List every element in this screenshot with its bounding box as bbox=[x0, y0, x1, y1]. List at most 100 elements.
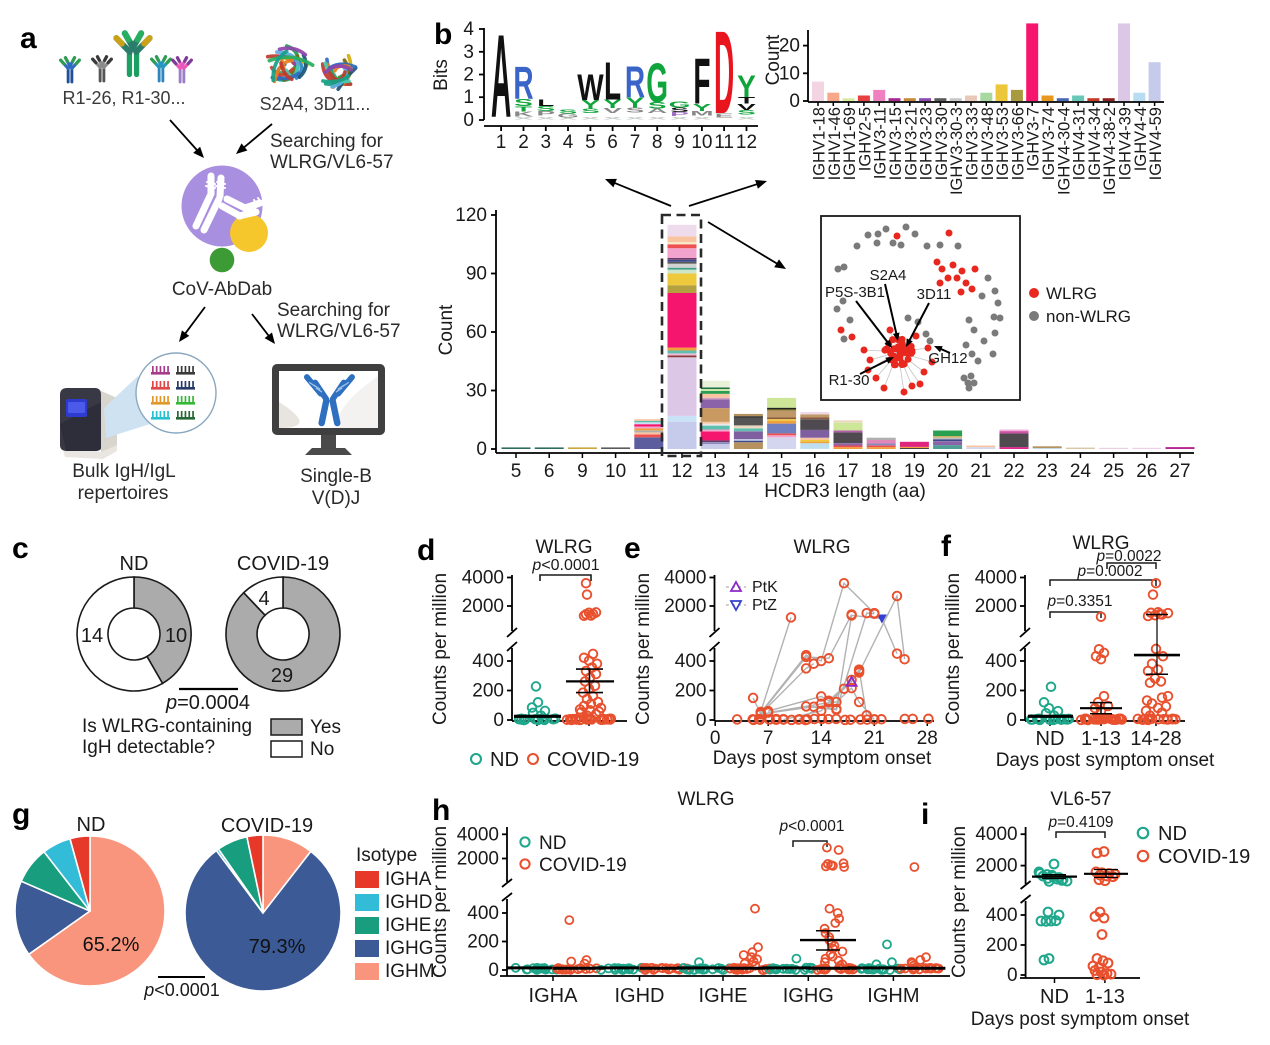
svg-text:IGHV3-23: IGHV3-23 bbox=[918, 107, 936, 180]
svg-text:2000: 2000 bbox=[462, 596, 504, 617]
svg-text:400: 400 bbox=[472, 651, 504, 672]
svg-text:COVID-19: COVID-19 bbox=[1158, 846, 1250, 868]
svg-text:X: X bbox=[536, 116, 556, 120]
svg-text:X: X bbox=[514, 116, 534, 120]
svg-text:14: 14 bbox=[738, 461, 760, 482]
svg-text:ND: ND bbox=[490, 749, 519, 771]
svg-text:E: E bbox=[715, 112, 734, 118]
svg-text:IGHA: IGHA bbox=[385, 869, 432, 890]
svg-text:0: 0 bbox=[1007, 965, 1018, 986]
svg-text:L: L bbox=[604, 52, 621, 112]
svg-text:S: S bbox=[536, 105, 555, 113]
svg-text:A: A bbox=[647, 108, 668, 115]
svg-text:400: 400 bbox=[986, 905, 1018, 926]
svg-text:Days post symptom onset: Days post symptom onset bbox=[713, 748, 932, 769]
svg-text:120: 120 bbox=[455, 205, 487, 226]
svg-text:4000: 4000 bbox=[462, 568, 504, 589]
svg-text:W: W bbox=[577, 66, 604, 108]
svg-text:0: 0 bbox=[710, 728, 721, 749]
svg-text:400: 400 bbox=[675, 651, 707, 672]
svg-text:ND: ND bbox=[1158, 823, 1187, 845]
svg-text:ND: ND bbox=[120, 553, 149, 575]
svg-text:8: 8 bbox=[652, 132, 663, 153]
svg-text:S2A4: S2A4 bbox=[870, 267, 907, 284]
svg-text:X: X bbox=[693, 116, 713, 120]
svg-text:Y: Y bbox=[693, 102, 712, 113]
svg-text:24: 24 bbox=[1070, 461, 1092, 482]
svg-text:200: 200 bbox=[986, 935, 1018, 956]
svg-text:4: 4 bbox=[463, 19, 474, 40]
svg-text:23: 23 bbox=[1037, 461, 1058, 482]
svg-text:WLRG: WLRG bbox=[1073, 533, 1130, 554]
svg-text:Is WLRG-containing: Is WLRG-containing bbox=[82, 716, 252, 737]
svg-text:2000: 2000 bbox=[975, 596, 1017, 617]
svg-text:S: S bbox=[626, 106, 645, 114]
svg-text:S: S bbox=[648, 100, 667, 110]
svg-text:V: V bbox=[737, 102, 756, 112]
svg-text:IGHV2-5: IGHV2-5 bbox=[856, 107, 874, 171]
svg-text:11: 11 bbox=[639, 461, 659, 482]
svg-text:IGHV3-11: IGHV3-11 bbox=[872, 107, 890, 179]
svg-text:IGHV4-31: IGHV4-31 bbox=[1071, 107, 1089, 180]
svg-text:14: 14 bbox=[81, 625, 103, 647]
svg-text:Searching for: Searching for bbox=[277, 300, 391, 321]
svg-text:IGHV1-18: IGHV1-18 bbox=[811, 107, 829, 180]
svg-text:400: 400 bbox=[985, 651, 1017, 672]
svg-text:IGHV4-34: IGHV4-34 bbox=[1086, 107, 1104, 180]
svg-text:PtK: PtK bbox=[752, 579, 778, 596]
svg-text:K: K bbox=[513, 110, 534, 118]
svg-text:R1-30: R1-30 bbox=[829, 372, 870, 389]
svg-text:0: 0 bbox=[463, 110, 474, 131]
svg-text:IGHA: IGHA bbox=[529, 985, 579, 1007]
svg-text:p<0.0001: p<0.0001 bbox=[143, 980, 220, 1000]
svg-text:X: X bbox=[648, 116, 668, 120]
svg-text:Yes: Yes bbox=[310, 717, 341, 738]
svg-text:X: X bbox=[603, 116, 623, 120]
svg-text:WLRG: WLRG bbox=[794, 537, 851, 558]
svg-text:X: X bbox=[559, 116, 579, 120]
svg-text:6: 6 bbox=[544, 461, 555, 482]
svg-text:14-28: 14-28 bbox=[1130, 728, 1181, 750]
svg-text:0: 0 bbox=[476, 439, 487, 460]
svg-text:2000: 2000 bbox=[664, 596, 706, 617]
svg-text:X: X bbox=[737, 116, 757, 120]
svg-text:V: V bbox=[603, 107, 622, 115]
svg-text:4000: 4000 bbox=[975, 568, 1017, 589]
svg-text:12: 12 bbox=[736, 132, 757, 153]
svg-text:26: 26 bbox=[1136, 461, 1157, 482]
svg-text:9: 9 bbox=[674, 132, 685, 153]
svg-text:G: G bbox=[557, 113, 579, 119]
svg-text:Bulk IgH/IgL: Bulk IgH/IgL bbox=[72, 461, 176, 482]
svg-text:WLRG: WLRG bbox=[1046, 284, 1097, 303]
svg-text:P5S-3B1: P5S-3B1 bbox=[825, 284, 885, 301]
svg-text:ND: ND bbox=[1040, 986, 1069, 1008]
svg-text:IGHV3-53: IGHV3-53 bbox=[994, 107, 1012, 180]
svg-text:29: 29 bbox=[271, 665, 293, 687]
svg-text:4000: 4000 bbox=[975, 824, 1017, 845]
svg-text:S: S bbox=[581, 108, 600, 115]
svg-text:COVID-19: COVID-19 bbox=[539, 855, 627, 876]
svg-text:1-13: 1-13 bbox=[1081, 728, 1121, 750]
svg-text:i: i bbox=[921, 798, 929, 831]
svg-text:IGHM: IGHM bbox=[385, 961, 435, 982]
svg-text:P: P bbox=[536, 110, 555, 117]
svg-text:3D11: 3D11 bbox=[917, 286, 952, 303]
svg-text:Bits: Bits bbox=[431, 59, 452, 91]
svg-text:WLRG/VL6-57: WLRG/VL6-57 bbox=[277, 321, 401, 342]
svg-text:Counts per million: Counts per million bbox=[949, 826, 970, 978]
svg-text:h: h bbox=[432, 794, 450, 827]
svg-text:19: 19 bbox=[904, 461, 925, 482]
svg-text:S: S bbox=[670, 107, 689, 114]
svg-text:D: D bbox=[714, 9, 734, 140]
svg-text:ND: ND bbox=[1036, 728, 1065, 750]
svg-text:IGHV1-46: IGHV1-46 bbox=[826, 107, 844, 180]
svg-text:11: 11 bbox=[714, 132, 734, 153]
svg-text:65.2%: 65.2% bbox=[83, 934, 140, 956]
svg-text:Days post symptom onset: Days post symptom onset bbox=[996, 750, 1215, 771]
svg-text:IGHV4-4: IGHV4-4 bbox=[1132, 107, 1150, 171]
svg-text:2000: 2000 bbox=[457, 849, 499, 870]
svg-text:IGHV4-39: IGHV4-39 bbox=[1117, 107, 1135, 180]
svg-text:0: 0 bbox=[789, 91, 800, 112]
svg-text:repertoires: repertoires bbox=[78, 483, 169, 504]
svg-text:20: 20 bbox=[937, 461, 958, 482]
